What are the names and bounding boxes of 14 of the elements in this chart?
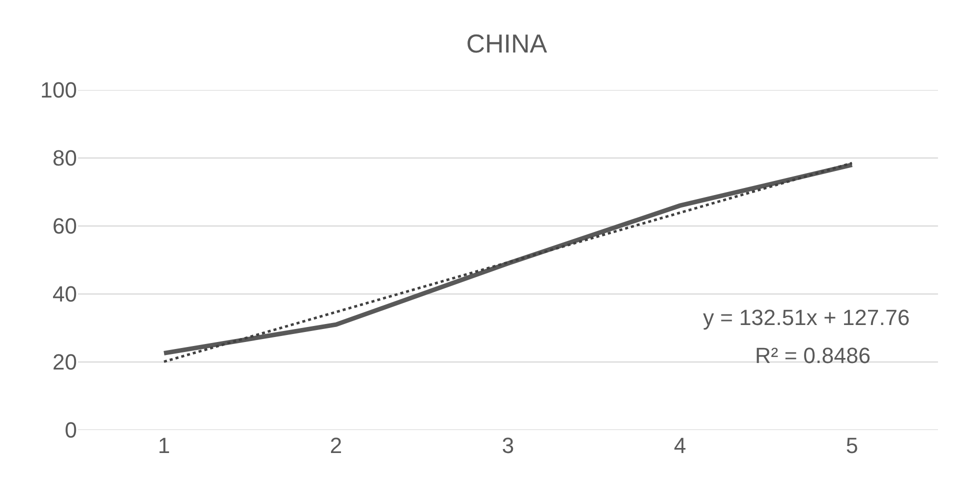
x-tick-label: 5	[846, 433, 858, 458]
y-tick-label: 20	[52, 350, 77, 375]
y-tick-label: 80	[52, 146, 77, 171]
chart-title: CHINA	[466, 28, 548, 59]
x-tick-label: 2	[330, 433, 342, 458]
y-tick-label: 40	[52, 282, 77, 307]
y-tick-label: 60	[52, 214, 77, 239]
x-tick-label: 1	[158, 433, 170, 458]
x-tick-label: 4	[674, 433, 686, 458]
y-tick-label: 100	[40, 78, 77, 103]
x-tick-label: 3	[502, 433, 514, 458]
annotation: R² = 0.8486	[755, 343, 871, 368]
y-tick-label: 0	[64, 418, 77, 443]
annotation: y = 132.51x + 127.76	[703, 305, 910, 330]
